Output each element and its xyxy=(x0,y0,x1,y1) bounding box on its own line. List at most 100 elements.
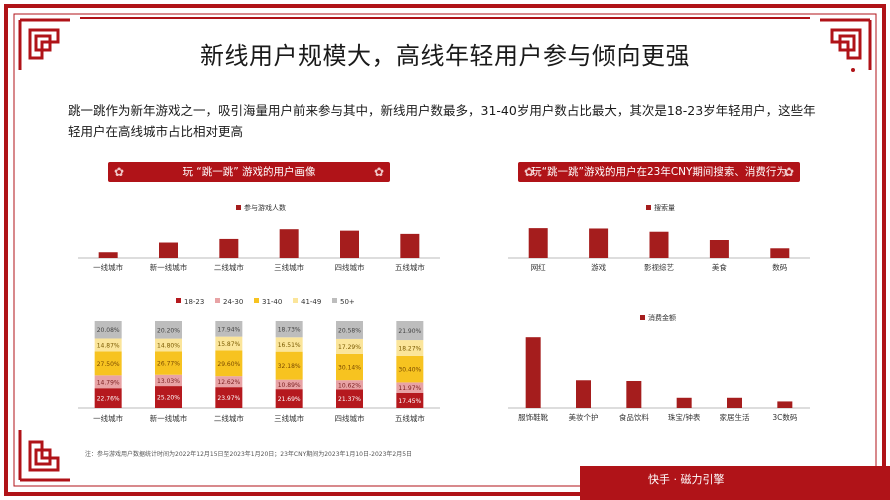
bar xyxy=(589,228,609,258)
x-tick-label: 美食 xyxy=(712,262,727,272)
x-tick-label: 二线城市 xyxy=(214,413,244,423)
x-tick-label: 四线城市 xyxy=(335,413,365,423)
data-label: 14.87% xyxy=(97,342,120,349)
stacked-bar-segment xyxy=(155,386,182,408)
bar xyxy=(676,397,692,408)
data-label: 10.62% xyxy=(338,382,361,389)
legend-swatch xyxy=(215,298,220,303)
x-tick-label: 五线城市 xyxy=(395,262,425,272)
bar xyxy=(279,229,299,258)
bar xyxy=(525,337,541,408)
data-label: 21.69% xyxy=(278,396,301,403)
legend-label: 24-30 xyxy=(223,298,243,306)
stacked-bar-segment xyxy=(396,355,424,383)
data-label: 15.87% xyxy=(217,341,240,348)
x-tick-label: 数码 xyxy=(772,262,787,272)
stacked-bar-segment xyxy=(215,387,243,408)
data-label: 17.94% xyxy=(217,326,240,333)
stacked-bar-segment xyxy=(275,321,303,338)
stacked-bar-segment xyxy=(275,351,303,380)
data-label: 30.40% xyxy=(398,367,421,374)
stacked-bar-segment xyxy=(155,338,182,352)
bar xyxy=(777,401,793,408)
left-section-ribbon: ✿ 玩 “跳一跳” 游戏的用户画像 ✿ xyxy=(108,162,390,182)
stacked-bar-segment xyxy=(215,376,243,388)
x-tick-label: 三线城市 xyxy=(274,413,304,423)
data-label: 10.89% xyxy=(278,382,301,389)
legend-swatch xyxy=(332,298,337,303)
legend-swatch xyxy=(236,205,241,210)
bar xyxy=(159,242,178,258)
stacked-bar-segment xyxy=(275,389,303,408)
bar xyxy=(576,380,591,408)
page-title: 新线用户规模大，高线年轻用户参与倾向更强 xyxy=(200,42,690,70)
bar xyxy=(649,231,669,258)
footnote: 注：参与游戏用户数据统计时间为2022年12月15日至2023年1月20日；23… xyxy=(85,451,413,458)
data-label: 11.97% xyxy=(398,385,421,392)
legend-label: 消费金额 xyxy=(648,313,676,322)
data-label: 22.76% xyxy=(97,396,120,403)
footer-brand: 快手 · 磁力引擎 xyxy=(648,473,725,486)
bar xyxy=(770,248,790,258)
stacked-bar-segment xyxy=(396,382,424,393)
x-tick-label: 网红 xyxy=(531,262,546,272)
stacked-bar-segment xyxy=(336,380,363,390)
footer-band xyxy=(580,466,890,500)
stacked-bar-segment xyxy=(94,351,122,376)
data-label: 13.03% xyxy=(157,378,180,385)
legend-label: 搜索量 xyxy=(654,203,675,212)
stacked-bar-segment xyxy=(336,321,363,339)
x-tick-label: 四线城市 xyxy=(335,262,365,272)
x-tick-label: 家居生活 xyxy=(720,412,750,422)
bar xyxy=(400,233,420,258)
stacked-bar-segment xyxy=(396,392,424,408)
bar xyxy=(98,252,118,258)
x-tick-label: 游戏 xyxy=(591,262,606,272)
cloud-icon: ✿ xyxy=(523,165,535,179)
stacked-bar-segment xyxy=(94,375,122,389)
data-label: 21.37% xyxy=(338,396,361,403)
data-label: 12.62% xyxy=(217,379,240,386)
data-label: 17.29% xyxy=(338,344,361,351)
legend-label: 参与游戏人数 xyxy=(244,203,286,212)
data-label: 20.08% xyxy=(97,327,120,334)
stacked-bar-segment xyxy=(215,350,243,377)
legend-swatch xyxy=(176,298,181,303)
data-label: 17.45% xyxy=(398,398,421,405)
legend-swatch xyxy=(640,315,645,320)
data-label: 21.90% xyxy=(398,328,421,335)
x-tick-label: 三线城市 xyxy=(274,262,304,272)
x-tick-label: 五线城市 xyxy=(395,413,425,423)
stacked-bar-segment xyxy=(155,321,182,339)
bar xyxy=(340,230,359,258)
cloud-icon: ✿ xyxy=(373,165,385,179)
bar xyxy=(727,397,742,408)
x-tick-label: 新一线城市 xyxy=(150,413,188,423)
stacked-bar-segment xyxy=(275,379,303,390)
stacked-bar-segment xyxy=(94,321,122,339)
stacked-bar-segment xyxy=(336,353,363,381)
stacked-bar-segment xyxy=(94,388,122,408)
data-label: 20.20% xyxy=(157,327,180,334)
stacked-bar-segment xyxy=(155,374,182,387)
stacked-bar-segment xyxy=(275,337,303,352)
legend-swatch xyxy=(646,205,651,210)
stacked-bar-segment xyxy=(155,351,182,375)
data-label: 14.79% xyxy=(97,379,120,386)
data-label: 25.20% xyxy=(157,395,180,402)
data-label: 29.60% xyxy=(217,361,240,368)
stacked-bar-segment xyxy=(396,340,424,356)
stacked-bar-segment xyxy=(396,321,424,341)
x-tick-label: 美妆个护 xyxy=(569,412,599,422)
x-tick-label: 影视综艺 xyxy=(644,262,674,272)
data-label: 18.73% xyxy=(278,327,301,334)
legend-swatch xyxy=(293,298,298,303)
bar xyxy=(626,380,642,408)
stacked-bar-segment xyxy=(336,338,363,354)
x-tick-label: 食品饮料 xyxy=(619,412,649,422)
legend-label: 31-40 xyxy=(262,298,282,306)
data-label: 32.18% xyxy=(278,363,301,370)
legend-label: 50+ xyxy=(340,298,355,306)
bar xyxy=(219,238,239,258)
